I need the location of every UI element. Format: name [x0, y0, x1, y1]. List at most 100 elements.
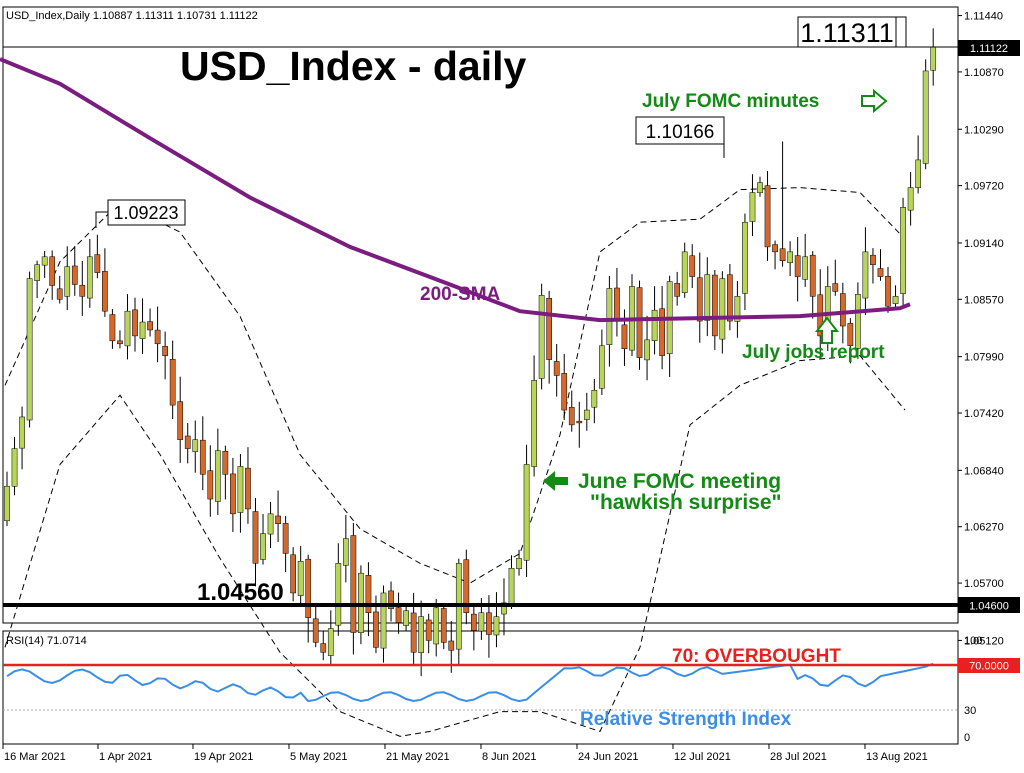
candle-body [222, 450, 229, 475]
bollinger-upper-line [4, 187, 906, 584]
candle-body [403, 610, 409, 626]
rsi-series-label: Relative Strength Index [580, 709, 792, 730]
candle-body [599, 345, 605, 389]
sma-200-path [0, 57, 911, 323]
candle-body [636, 287, 643, 358]
bollinger-lower-line [4, 355, 906, 737]
candle-body [516, 558, 522, 569]
candle-body [553, 361, 560, 376]
candle-body [102, 271, 108, 312]
candlesticks [4, 28, 937, 677]
candle-body [49, 256, 56, 286]
candle-body [169, 358, 176, 406]
candle-body [230, 473, 236, 515]
candle-body [26, 278, 33, 421]
symbol-info: USD_Index,Daily 1.10887 1.11311 1.10731 … [6, 10, 258, 22]
candle-body [41, 256, 48, 266]
candle-body [523, 464, 530, 561]
fomc-minutes-label: July FOMC minutes [642, 91, 819, 112]
candle-body [19, 416, 25, 449]
price-tick-label: 1.06270 [964, 522, 1004, 534]
candle-body [681, 251, 688, 293]
candle-body [214, 450, 221, 502]
candle-body [471, 613, 477, 631]
date-tick-label: 8 Jun 2021 [482, 751, 536, 763]
rsi-line [6, 662, 934, 703]
candle-body [508, 567, 515, 604]
candle-body [711, 274, 718, 337]
price-axis: 1.11440 1.10870 1.10290 1.09720 1.09140 1.085… [958, 11, 1004, 647]
candle-body [546, 298, 553, 360]
current-price-tag [958, 40, 1020, 56]
date-axis: 16 Mar 2021 1 Apr 2021 19 Apr 2021 5 May 20… [2, 744, 928, 763]
candle-body [809, 254, 816, 297]
fomc-meeting-label-line2: "hawkish surprise" [590, 491, 781, 514]
candle-body [915, 159, 921, 188]
rsi-series [6, 662, 934, 703]
candle-body [606, 288, 613, 345]
candle-body [787, 251, 793, 263]
candle-body [418, 616, 424, 653]
candle-body [4, 485, 10, 522]
candle-body [365, 575, 372, 613]
price-tick-label: 1.05700 [964, 578, 1004, 590]
candle-body [184, 435, 191, 449]
rsi-tick-100: 100 [964, 635, 982, 647]
candle-body [358, 572, 364, 633]
candle-body [425, 619, 432, 641]
candle-body [154, 329, 161, 345]
sma-200-line [0, 57, 911, 323]
high-callout-label: 1.11311 [800, 18, 894, 48]
candle-body [237, 466, 244, 513]
date-tick-label: 28 Jul 2021 [770, 751, 827, 763]
candle-body [583, 409, 590, 420]
candle-body [320, 643, 327, 653]
candle-body [538, 295, 545, 379]
date-tick-label: 19 Apr 2021 [194, 751, 253, 763]
candle-body [862, 251, 869, 299]
candle-body [742, 221, 748, 294]
candle-body [591, 390, 598, 408]
candle-body [727, 274, 733, 322]
price-tick-label: 1.07990 [964, 352, 1004, 364]
date-tick-label: 1 Apr 2021 [99, 751, 152, 763]
candle-body [388, 590, 394, 610]
candle-body [117, 340, 123, 345]
march-high-callout-leader [95, 211, 108, 228]
price-tick-label: 1.06840 [964, 465, 1004, 477]
candle-body [749, 192, 756, 222]
candle-body [34, 264, 40, 281]
candle-body [922, 70, 929, 164]
candle-body [794, 255, 801, 277]
price-tick-label: 1.09140 [964, 238, 1004, 250]
candle-body [493, 616, 500, 636]
candle-body [870, 254, 876, 265]
candle-body [614, 287, 620, 322]
candle-body [568, 406, 575, 426]
candle-body [395, 607, 402, 623]
candle-body [802, 256, 809, 280]
rsi-tick-0: 0 [964, 732, 970, 744]
price-tick-label: 1.08570 [964, 294, 1004, 306]
july-high-callout-label: 1.10166 [646, 122, 715, 143]
support-price-label: 1.04600 [969, 601, 1009, 613]
candle-body [192, 439, 199, 452]
date-tick-label: 16 Mar 2021 [4, 751, 66, 763]
high-callout-leader [896, 16, 907, 47]
candle-body [282, 523, 289, 554]
candle-body [335, 563, 342, 626]
candle-body [501, 602, 507, 615]
candle-body [71, 265, 78, 285]
candle-body [433, 607, 440, 645]
candle-body [312, 618, 319, 643]
candle-body [139, 321, 146, 339]
candle-body [674, 283, 681, 297]
current-price-label: 1.11122 [970, 43, 1008, 55]
candle-body [252, 511, 259, 564]
candle-body [832, 283, 839, 292]
candle-body [561, 373, 568, 411]
candle-body [440, 608, 447, 643]
candle-body [659, 308, 665, 356]
